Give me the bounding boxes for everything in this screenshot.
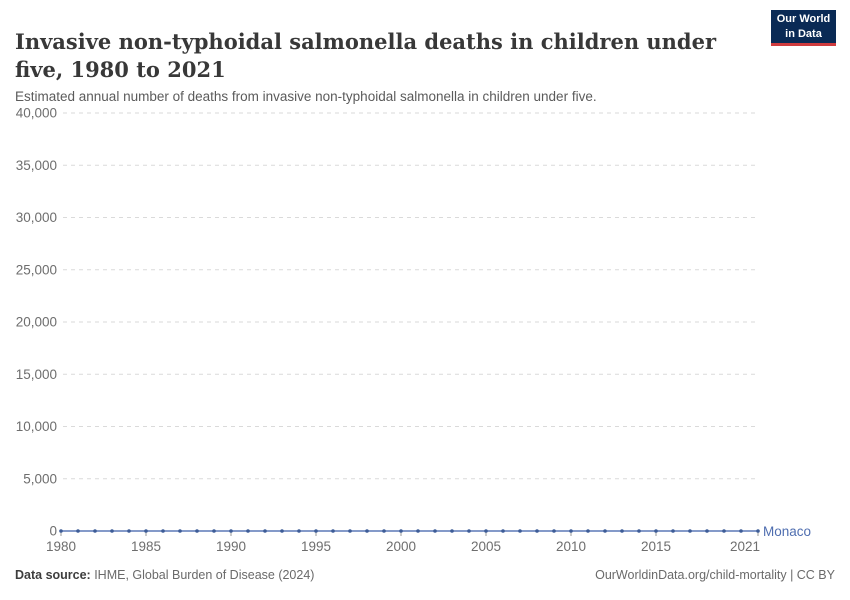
owid-logo-line1: Our World [776,13,831,26]
owid-logo: Our World in Data [771,10,836,46]
y-axis-tick-label: 30,000 [16,210,57,225]
data-point[interactable] [127,529,131,533]
data-point[interactable] [620,529,624,533]
data-point[interactable] [671,529,675,533]
data-point[interactable] [654,529,658,533]
chart-subtitle: Estimated annual number of deaths from i… [15,88,597,104]
y-axis-tick-label: 10,000 [16,419,57,434]
y-axis-tick-label: 0 [49,524,57,539]
data-point[interactable] [518,529,522,533]
data-point[interactable] [280,529,284,533]
x-axis-tick-label: 2000 [386,539,416,554]
data-point[interactable] [59,529,63,533]
data-point[interactable] [348,529,352,533]
data-point[interactable] [110,529,114,533]
data-point[interactable] [212,529,216,533]
y-axis-tick-label: 25,000 [16,262,57,277]
data-point[interactable] [637,529,641,533]
data-point[interactable] [756,529,760,533]
x-axis-tick-label: 2010 [556,539,586,554]
y-axis-tick-label: 15,000 [16,367,57,382]
data-point[interactable] [433,529,437,533]
series-label-monaco[interactable]: Monaco [763,524,812,539]
x-axis-tick-label: 1990 [216,539,246,554]
data-point[interactable] [467,529,471,533]
data-point[interactable] [739,529,743,533]
chart-title: Invasive non-typhoidal salmonella deaths… [15,29,717,82]
x-axis-tick-label: 2021 [730,539,760,554]
attribution-link: OurWorldinData.org/child-mortality | CC … [595,568,835,582]
y-axis-tick-label: 35,000 [16,158,57,173]
data-source-label: Data source: [15,568,91,582]
data-point[interactable] [501,529,505,533]
data-point[interactable] [705,529,709,533]
data-point[interactable] [314,529,318,533]
data-point[interactable] [246,529,250,533]
x-axis-tick-label: 1985 [131,539,161,554]
y-axis-tick-label: 20,000 [16,315,57,330]
data-point[interactable] [399,529,403,533]
data-point[interactable] [93,529,97,533]
data-point[interactable] [195,529,199,533]
data-source-note: Data source: IHME, Global Burden of Dise… [15,568,314,582]
data-point[interactable] [416,529,420,533]
x-axis-tick-label: 1995 [301,539,331,554]
y-axis-tick-label: 5,000 [23,471,57,486]
data-point[interactable] [365,529,369,533]
x-axis-tick-label: 2005 [471,539,501,554]
x-axis-tick-label: 2015 [641,539,671,554]
data-point[interactable] [552,529,556,533]
chart-footer: Data source: IHME, Global Burden of Dise… [15,568,835,582]
data-point[interactable] [161,529,165,533]
data-point[interactable] [569,529,573,533]
data-point[interactable] [297,529,301,533]
data-point[interactable] [688,529,692,533]
x-axis-tick-label: 1980 [46,539,76,554]
data-point[interactable] [450,529,454,533]
data-point[interactable] [144,529,148,533]
owid-logo-line2: in Data [785,27,822,40]
data-source-value: IHME, Global Burden of Disease (2024) [90,568,315,582]
data-point[interactable] [263,529,267,533]
data-point[interactable] [331,529,335,533]
data-point[interactable] [178,529,182,533]
data-point[interactable] [382,529,386,533]
y-axis-tick-label: 40,000 [16,106,57,121]
data-point[interactable] [586,529,590,533]
data-point[interactable] [603,529,607,533]
data-point[interactable] [722,529,726,533]
data-point[interactable] [535,529,539,533]
data-point[interactable] [484,529,488,533]
data-point[interactable] [229,529,233,533]
data-point[interactable] [76,529,80,533]
